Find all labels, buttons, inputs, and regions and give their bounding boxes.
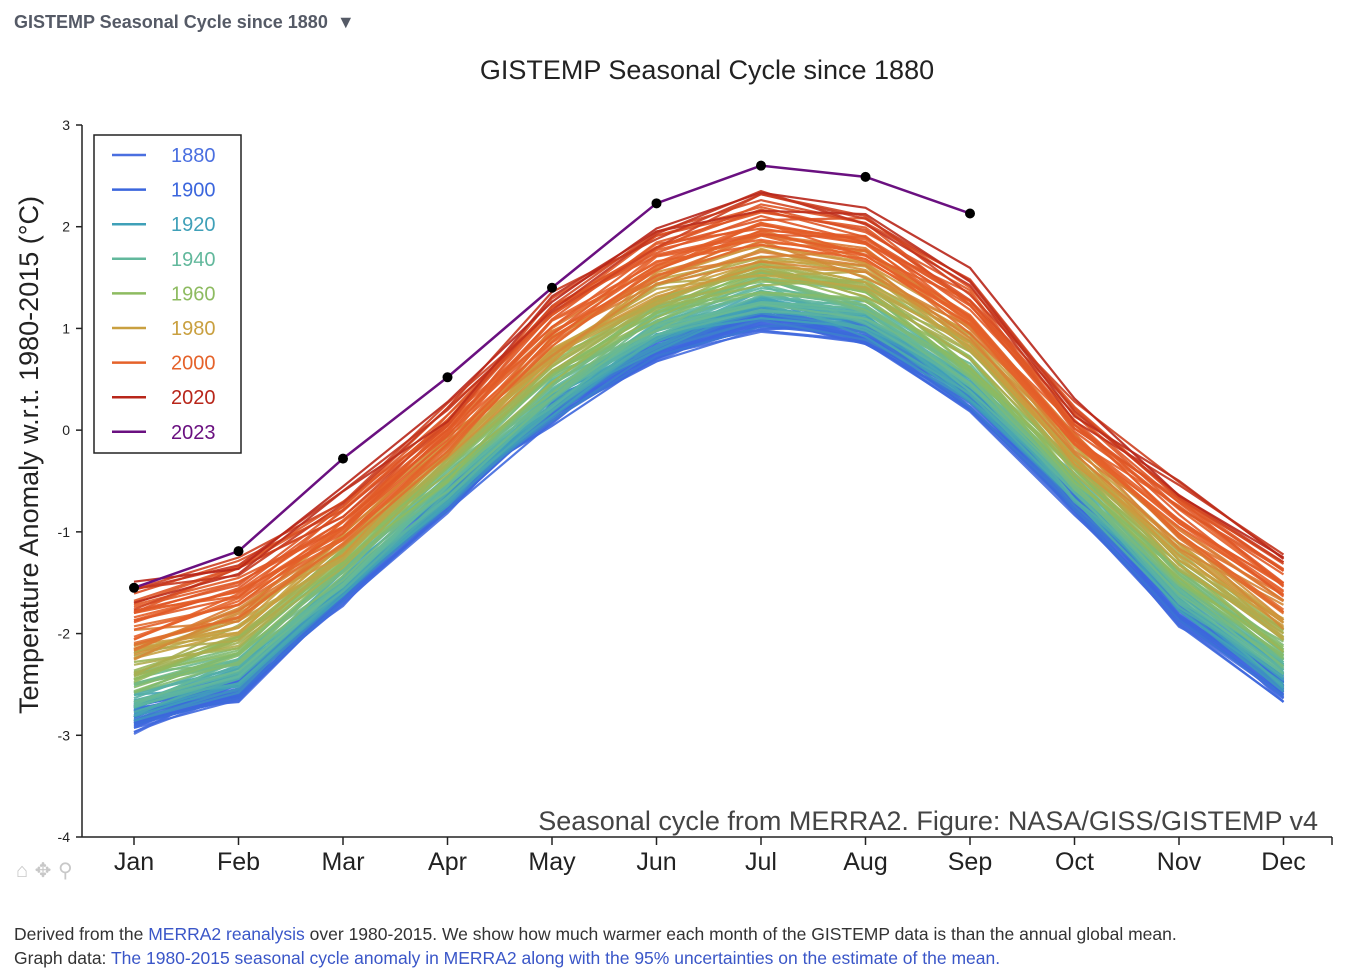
zoom-icon[interactable]: ⚲ xyxy=(57,860,73,882)
series-line-2000 xyxy=(133,243,1285,641)
y-tick-label: -3 xyxy=(58,727,71,743)
legend-label: 1880 xyxy=(171,145,216,167)
point-2023 xyxy=(860,171,871,182)
series-line-1978 xyxy=(133,256,1285,653)
y-axis-label: Temperature Anomaly w.r.t. 1980-2015 (°C… xyxy=(14,196,44,714)
x-tick-label: May xyxy=(528,848,576,876)
y-tick-label: -4 xyxy=(58,829,71,845)
series-line-1957 xyxy=(133,276,1285,694)
series-line-2009 xyxy=(133,233,1285,609)
caption-line-1: Derived from the MERRA2 reanalysis over … xyxy=(14,924,1177,944)
series-line-2020 xyxy=(133,189,1285,591)
x-tick-label: Jan xyxy=(114,848,154,876)
series-line-2021 xyxy=(133,209,1285,604)
y-tick-label: 0 xyxy=(62,422,70,438)
point-2023 xyxy=(965,208,975,219)
x-tick-label: Sep xyxy=(948,848,992,876)
x-tick-label: Nov xyxy=(1157,848,1202,876)
series-line-1993 xyxy=(133,249,1285,632)
y-tick-label: -1 xyxy=(58,524,71,540)
chart-dropdown-header[interactable]: GISTEMP Seasonal Cycle since 1880 ▼ xyxy=(14,12,355,33)
x-tick-label: Jul xyxy=(745,848,777,876)
series-line-1915 xyxy=(133,319,1285,721)
x-tick-label: Aug xyxy=(843,848,887,876)
point-2023 xyxy=(547,282,557,293)
legend-label: 2020 xyxy=(171,387,216,409)
y-tick-label: -2 xyxy=(58,626,71,642)
chart-title: GISTEMP Seasonal Cycle since 1880 xyxy=(480,55,934,85)
pan-icon[interactable]: ✥ xyxy=(34,860,52,882)
graph-data-link[interactable]: The 1980-2015 seasonal cycle anomaly in … xyxy=(110,948,1001,968)
chart-dropdown-title: GISTEMP Seasonal Cycle since 1880 xyxy=(14,12,328,32)
point-2023 xyxy=(756,160,766,171)
chart-toolbar: ⌂ ✥ ⚲ xyxy=(16,858,74,883)
legend-label: 1920 xyxy=(171,214,216,236)
axes: 3 2 1 0 -1 -2 -3 -4 Jan Feb Mar Apr May Jun Jul Aug Sep O… xyxy=(58,117,1333,876)
series-line-2019 xyxy=(133,193,1285,590)
home-icon[interactable]: ⌂ xyxy=(16,860,29,882)
series-line-2022 xyxy=(133,191,1285,583)
chevron-down-icon: ▼ xyxy=(336,12,355,32)
series-line-1970 xyxy=(133,269,1285,684)
point-2023 xyxy=(442,372,453,383)
series-line-1987 xyxy=(133,265,1285,648)
y-tick-label: 2 xyxy=(62,219,70,235)
x-tick-label: Dec xyxy=(1261,848,1305,876)
x-tick-label: Mar xyxy=(321,848,364,876)
legend-label: 2023 xyxy=(171,422,216,444)
y-tick-label: 3 xyxy=(62,117,70,133)
legend-label: 1960 xyxy=(171,283,216,305)
series-line-1985 xyxy=(133,260,1285,646)
x-tick-label: Oct xyxy=(1055,848,1094,876)
point-2023 xyxy=(651,198,662,209)
chart-annotation: Seasonal cycle from MERRA2. Figure: NASA… xyxy=(538,806,1318,836)
chart-caption: Derived from the MERRA2 reanalysis over … xyxy=(14,922,1177,970)
merra2-link[interactable]: MERRA2 reanalysis xyxy=(148,924,305,944)
point-2023 xyxy=(338,453,348,464)
x-tick-label: Jun xyxy=(636,848,676,876)
point-2023 xyxy=(129,582,139,593)
series-lines xyxy=(133,189,1285,735)
point-2023 xyxy=(233,546,244,557)
series-line-1942 xyxy=(133,310,1285,697)
x-tick-label: Apr xyxy=(428,848,467,876)
x-tick-label: Feb xyxy=(217,848,260,876)
legend-label: 1940 xyxy=(171,249,216,271)
seasonal-cycle-chart: GISTEMP Seasonal Cycle since 1880 3 2 1 0 -1… xyxy=(14,55,1333,876)
legend-label: 2000 xyxy=(171,353,216,375)
series-line-2016 xyxy=(133,210,1285,595)
series-2023 xyxy=(129,160,975,593)
legend-label: 1980 xyxy=(171,318,216,340)
y-tick-label: 1 xyxy=(62,320,70,336)
caption-line-2: Graph data: The 1980-2015 seasonal cycle… xyxy=(14,948,1001,968)
legend-label: 1900 xyxy=(171,180,216,202)
legend: 1880 1900 1920 1940 1960 1980 2000 2020 2023 xyxy=(93,134,242,454)
